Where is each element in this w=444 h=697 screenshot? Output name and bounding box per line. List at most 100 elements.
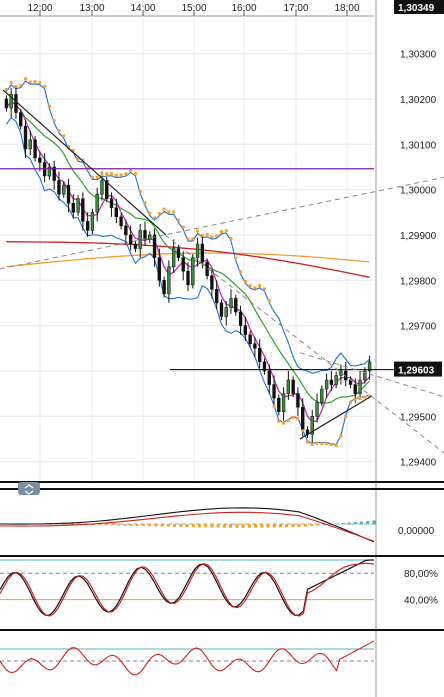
parabolic-sar-dot <box>119 173 123 177</box>
macd-histogram-bar <box>104 524 108 526</box>
downtrend-line <box>2 89 167 236</box>
parabolic-sar-dot <box>348 400 352 404</box>
candle-body <box>9 94 13 109</box>
current-price-badge <box>394 361 442 377</box>
candle-body <box>214 289 219 304</box>
candle-body <box>200 243 205 263</box>
macd-histogram-bar <box>341 523 345 525</box>
parabolic-sar-dot <box>114 173 118 177</box>
candle-body <box>191 257 195 286</box>
candle-body <box>28 139 32 150</box>
candle-body <box>353 384 357 394</box>
x-tick-label: 14:00 <box>130 3 155 14</box>
parabolic-sar-dot <box>186 237 190 241</box>
sma-red-line <box>6 241 370 278</box>
candle-body <box>339 370 343 376</box>
candle-body <box>100 180 104 195</box>
stoch-y-label-80: 80,00% <box>404 569 438 580</box>
parabolic-sar-dot <box>157 212 161 216</box>
parabolic-sar-dot <box>105 172 109 176</box>
macd-histogram-bar <box>160 524 164 527</box>
candle-body <box>258 348 262 363</box>
candle-body <box>57 180 61 195</box>
candle-body <box>23 125 28 150</box>
candle-body <box>363 370 367 381</box>
x-tick-label: 15:00 <box>181 3 206 14</box>
macd-histogram-bar <box>129 524 133 526</box>
parabolic-sar-dot <box>153 216 157 220</box>
candle-body <box>315 402 319 417</box>
top-price-label: 1,30349 <box>398 3 435 14</box>
chevron-down-icon <box>24 490 34 495</box>
parabolic-sar-dot <box>4 87 8 91</box>
cci-line <box>0 640 375 676</box>
parabolic-sar-dot <box>62 134 66 138</box>
parabolic-sar-dot <box>224 229 228 233</box>
candle-body <box>210 275 214 290</box>
parabolic-sar-dot <box>110 171 114 175</box>
candle-body <box>152 234 157 258</box>
macd-histogram-bar <box>148 524 152 527</box>
macd-histogram-bar <box>229 524 233 528</box>
collapse-expand-icon[interactable] <box>18 482 40 495</box>
candle-body <box>267 370 271 385</box>
parabolic-sar-dot <box>162 207 166 211</box>
y-tick-label: 1,30100 <box>400 140 437 151</box>
x-tick-label: 17:00 <box>283 3 308 14</box>
parabolic-sar-dot <box>19 83 23 87</box>
parabolic-sar-dot <box>272 404 276 408</box>
candle-body <box>324 379 329 390</box>
candle-body <box>195 243 200 258</box>
candle-body <box>176 248 181 258</box>
macd-histogram-bar <box>254 524 258 528</box>
candle-body <box>224 307 228 317</box>
macd-histogram-bar <box>197 524 201 528</box>
parabolic-sar-dot <box>196 229 200 233</box>
macd-histogram-bar <box>210 524 214 528</box>
candle-body <box>76 198 80 213</box>
macd-histogram-bar <box>260 524 264 528</box>
candle-body <box>4 98 9 109</box>
y-tick-label: 1,29400 <box>400 458 437 469</box>
parabolic-sar-dot <box>9 81 13 85</box>
macd-histogram-bar <box>279 524 282 528</box>
candle-body <box>19 112 23 127</box>
parabolic-sar-dot <box>138 189 142 193</box>
macd-histogram-bar <box>98 524 102 526</box>
stoch-d-line <box>0 562 375 617</box>
x-tick-label: 18:00 <box>334 3 359 14</box>
candle-body <box>367 361 372 372</box>
macd-histogram-bar <box>291 524 295 528</box>
candle-body <box>124 225 128 236</box>
parabolic-sar-dot <box>191 237 195 241</box>
dashed-trendline-mid <box>299 352 444 398</box>
parabolic-sar-dot <box>344 415 348 419</box>
stoch-k-line <box>0 559 374 617</box>
parabolic-sar-dot <box>200 233 204 237</box>
macd-histogram-bar <box>322 524 326 526</box>
candle-body <box>85 221 90 231</box>
x-tick-label: 12:00 <box>27 3 52 14</box>
parabolic-sar-dot <box>282 421 286 425</box>
parabolic-sar-dot <box>368 394 372 398</box>
candle-body <box>243 325 248 335</box>
stoch-y-label-40: 40,00% <box>404 596 438 607</box>
macd-histogram-bar <box>372 520 376 525</box>
parabolic-sar-dot <box>363 395 367 399</box>
parabolic-sar-dot <box>248 284 252 288</box>
macd-histogram-bar <box>166 524 170 527</box>
candle-body <box>148 234 152 240</box>
candle-body <box>234 298 238 313</box>
candle-body <box>171 248 176 267</box>
macd-histogram-bar <box>92 524 95 526</box>
macd-histogram-bar <box>216 524 220 528</box>
macd-histogram-bar <box>272 524 276 528</box>
candle-body <box>253 343 257 349</box>
macd-histogram-bar <box>179 524 183 527</box>
parabolic-sar-dot <box>57 129 61 133</box>
macd-histogram-bar <box>191 524 195 528</box>
candle-body <box>229 298 233 308</box>
y-tick-label: 1,30200 <box>400 95 437 106</box>
